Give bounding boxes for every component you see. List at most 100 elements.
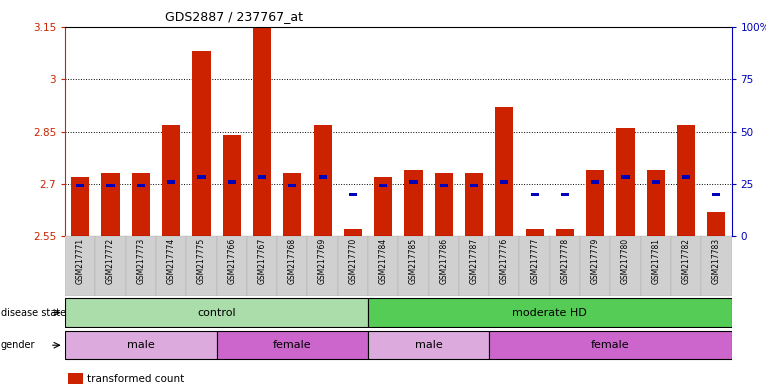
Text: GSM217787: GSM217787 bbox=[470, 238, 479, 284]
Bar bbox=[68, 373, 83, 384]
Bar bbox=[525, 229, 544, 236]
Bar bbox=[671, 236, 701, 296]
Bar bbox=[652, 180, 660, 184]
Text: GSM217779: GSM217779 bbox=[591, 238, 600, 284]
Bar bbox=[489, 331, 732, 359]
Bar bbox=[217, 331, 368, 359]
Bar bbox=[621, 175, 630, 179]
Bar bbox=[379, 184, 388, 187]
Bar bbox=[217, 236, 247, 296]
Bar bbox=[677, 124, 696, 236]
Bar bbox=[277, 236, 307, 296]
Bar bbox=[198, 175, 205, 179]
Text: GSM217769: GSM217769 bbox=[318, 238, 327, 284]
Text: disease state: disease state bbox=[1, 308, 66, 318]
Bar bbox=[496, 107, 513, 236]
Bar bbox=[253, 0, 271, 236]
Text: transformed count: transformed count bbox=[87, 374, 185, 384]
Bar bbox=[65, 236, 96, 296]
Bar bbox=[132, 173, 150, 236]
Bar bbox=[156, 236, 186, 296]
Bar bbox=[223, 135, 241, 236]
Bar bbox=[374, 177, 392, 236]
Bar bbox=[307, 236, 338, 296]
Bar bbox=[409, 180, 417, 184]
Bar bbox=[288, 184, 296, 187]
Bar bbox=[580, 236, 611, 296]
Bar bbox=[398, 236, 429, 296]
Bar bbox=[682, 175, 690, 179]
Text: GSM217778: GSM217778 bbox=[561, 238, 569, 284]
Bar bbox=[586, 170, 604, 236]
Bar bbox=[519, 236, 550, 296]
Bar bbox=[429, 236, 459, 296]
Text: moderate HD: moderate HD bbox=[512, 308, 588, 318]
Text: GSM217773: GSM217773 bbox=[136, 238, 146, 284]
Bar bbox=[712, 192, 721, 196]
Text: GSM217771: GSM217771 bbox=[76, 238, 85, 284]
Bar bbox=[106, 184, 115, 187]
Text: GDS2887 / 237767_at: GDS2887 / 237767_at bbox=[165, 10, 303, 23]
Bar bbox=[162, 124, 180, 236]
Text: GSM217776: GSM217776 bbox=[500, 238, 509, 284]
Bar bbox=[192, 51, 211, 236]
Bar bbox=[167, 180, 175, 184]
Text: GSM217786: GSM217786 bbox=[439, 238, 448, 284]
Bar bbox=[319, 175, 326, 179]
Bar bbox=[368, 236, 398, 296]
Bar bbox=[531, 192, 538, 196]
Text: GSM217767: GSM217767 bbox=[257, 238, 267, 284]
Bar bbox=[640, 236, 671, 296]
Bar bbox=[707, 212, 725, 236]
Bar bbox=[561, 192, 569, 196]
Text: GSM217766: GSM217766 bbox=[228, 238, 236, 284]
Bar bbox=[65, 331, 217, 359]
Text: GSM217781: GSM217781 bbox=[651, 238, 660, 284]
Bar bbox=[228, 180, 236, 184]
Text: GSM217780: GSM217780 bbox=[621, 238, 630, 284]
Bar bbox=[611, 236, 640, 296]
Text: gender: gender bbox=[1, 340, 35, 350]
Bar bbox=[65, 298, 368, 327]
Text: male: male bbox=[127, 340, 155, 350]
Bar bbox=[313, 124, 332, 236]
Bar bbox=[349, 192, 357, 196]
Text: female: female bbox=[591, 340, 630, 350]
Bar bbox=[258, 175, 266, 179]
Bar bbox=[137, 184, 145, 187]
Bar bbox=[459, 236, 489, 296]
Bar bbox=[617, 128, 634, 236]
Text: GSM217774: GSM217774 bbox=[167, 238, 175, 284]
Bar bbox=[126, 236, 156, 296]
Bar bbox=[247, 236, 277, 296]
Bar bbox=[701, 236, 732, 296]
Bar bbox=[96, 236, 126, 296]
Text: GSM217782: GSM217782 bbox=[682, 238, 691, 284]
Bar bbox=[101, 173, 119, 236]
Bar bbox=[368, 331, 489, 359]
Bar bbox=[591, 180, 599, 184]
Bar bbox=[283, 173, 301, 236]
Bar bbox=[556, 229, 574, 236]
Bar bbox=[489, 236, 519, 296]
Bar bbox=[76, 184, 84, 187]
Text: male: male bbox=[414, 340, 443, 350]
Bar bbox=[186, 236, 217, 296]
Text: GSM217775: GSM217775 bbox=[197, 238, 206, 284]
Text: GSM217783: GSM217783 bbox=[712, 238, 721, 284]
Bar bbox=[500, 180, 509, 184]
Text: GSM217770: GSM217770 bbox=[349, 238, 358, 284]
Bar bbox=[550, 236, 580, 296]
Bar bbox=[404, 170, 423, 236]
Bar bbox=[647, 170, 665, 236]
Bar bbox=[440, 184, 448, 187]
Text: GSM217777: GSM217777 bbox=[530, 238, 539, 284]
Bar bbox=[344, 229, 362, 236]
Text: female: female bbox=[273, 340, 312, 350]
Bar bbox=[434, 173, 453, 236]
Bar bbox=[465, 173, 483, 236]
Text: GSM217768: GSM217768 bbox=[288, 238, 296, 284]
Text: control: control bbox=[198, 308, 236, 318]
Text: GSM217785: GSM217785 bbox=[409, 238, 418, 284]
Text: GSM217784: GSM217784 bbox=[378, 238, 388, 284]
